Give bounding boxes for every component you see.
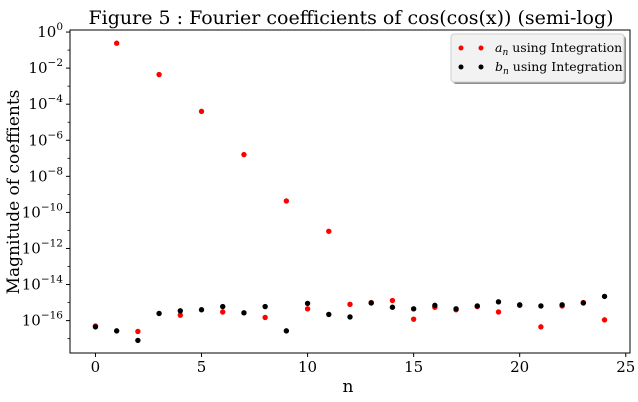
legend-label-a-n: an using Integration [495, 40, 622, 58]
b-n-point [601, 293, 608, 300]
b-n-point [538, 303, 544, 309]
a-n-point [262, 314, 268, 321]
y-axis-label: Magnitude of coeffients [4, 90, 24, 295]
x-axis-label: n [343, 377, 354, 397]
a-n-point [113, 40, 120, 46]
b-n-point [495, 299, 502, 305]
legend-box [450, 33, 625, 83]
x-tick-label: 20 [510, 358, 529, 376]
a-n-point [389, 297, 396, 304]
a-n-point [156, 71, 162, 78]
b-n-point [220, 303, 226, 310]
b-n-point [177, 308, 184, 314]
a-n-point [241, 151, 247, 158]
b-n-point [347, 314, 353, 320]
b-n-point [368, 300, 374, 306]
b-n-point [326, 311, 332, 318]
x-tick-label: 5 [197, 358, 207, 376]
b-n-point [241, 310, 247, 316]
y-tick-label: 10−14 [22, 274, 64, 294]
b-n-point [559, 302, 565, 308]
legend-marker-a-n [458, 45, 464, 51]
y-tick-label: 10−8 [28, 165, 63, 185]
a-n-point [495, 309, 502, 315]
a-n-point [410, 316, 417, 322]
a-n-point [601, 317, 608, 323]
b-n-point [410, 306, 417, 312]
b-n-point [198, 307, 205, 313]
chart-title: Figure 5 : Fourier coefficients of cos(c… [88, 7, 613, 29]
a-n-point [177, 312, 184, 318]
b-n-point [453, 306, 459, 312]
a-n-point [220, 309, 226, 315]
x-tick-label: 0 [91, 358, 101, 376]
a-n-point [347, 301, 353, 308]
x-tick-label: 15 [404, 358, 423, 376]
y-tick-label: 10−12 [22, 237, 63, 257]
axes-frame [69, 29, 631, 354]
y-tick-label: 10−4 [28, 93, 63, 113]
b-n-point [474, 303, 480, 309]
legend-marker-b-n [478, 64, 484, 70]
series-b-n [92, 293, 608, 344]
y-tick-label: 10−6 [28, 129, 63, 149]
y-tick-label: 10−16 [22, 310, 64, 330]
y-tick-label: 10−2 [28, 57, 63, 77]
ticks: 0 5 10 15 20 25 100 10−2 10−4 10−6 10−8 10−10 10−12 1… [22, 21, 636, 376]
plot-area [92, 40, 608, 344]
x-tick-label: 10 [298, 358, 317, 376]
b-n-point [580, 300, 587, 306]
x-tick-label: 25 [616, 358, 635, 376]
a-n-point [304, 306, 311, 312]
b-n-point [92, 324, 99, 330]
y-tick-label: 100 [37, 21, 63, 41]
a-n-point [198, 108, 205, 115]
b-n-point [113, 328, 120, 334]
legend-label-b-n: bn using Integration [495, 59, 623, 77]
y-tick-label: 10−10 [22, 201, 63, 221]
b-n-point [432, 302, 438, 309]
b-n-point [156, 310, 162, 317]
a-n-point [538, 324, 544, 330]
a-n-point [283, 198, 290, 204]
b-n-point [516, 302, 523, 308]
a-n-point [326, 228, 332, 234]
b-n-point [262, 303, 268, 310]
legend-marker-a-n [478, 45, 484, 51]
b-n-point [389, 304, 396, 310]
b-n-point [283, 328, 290, 334]
legend-marker-b-n [458, 64, 464, 70]
a-n-point [135, 328, 141, 335]
b-n-point [135, 337, 141, 344]
b-n-point [304, 300, 311, 307]
